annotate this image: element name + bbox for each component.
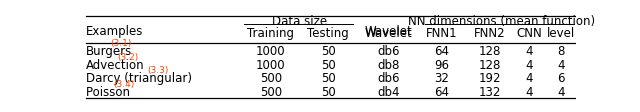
- Text: db4: db4: [377, 85, 400, 98]
- Text: 132: 132: [479, 85, 501, 98]
- Text: Advection: Advection: [86, 58, 145, 71]
- Text: (3.4): (3.4): [113, 79, 134, 88]
- Text: db8: db8: [378, 58, 400, 71]
- Text: 50: 50: [321, 58, 335, 71]
- Text: 4: 4: [525, 44, 532, 57]
- Text: 6: 6: [557, 71, 565, 84]
- Text: 1000: 1000: [256, 44, 286, 57]
- Text: 500: 500: [260, 71, 282, 84]
- Text: Wavelet: Wavelet: [365, 26, 412, 39]
- Text: 1000: 1000: [256, 58, 286, 71]
- Text: 50: 50: [321, 71, 335, 84]
- Text: 500: 500: [260, 85, 282, 98]
- Text: db6: db6: [377, 71, 400, 84]
- Text: (3.2): (3.2): [116, 53, 138, 61]
- Text: 50: 50: [321, 85, 335, 98]
- Text: 64: 64: [435, 44, 449, 57]
- Text: NN dimensions (mean function): NN dimensions (mean function): [408, 15, 595, 28]
- Text: 96: 96: [435, 58, 449, 71]
- Text: Poisson: Poisson: [86, 85, 134, 98]
- Text: 128: 128: [479, 58, 501, 71]
- Text: Data size: Data size: [272, 15, 327, 28]
- Text: 4: 4: [557, 85, 565, 98]
- Text: CNN: CNN: [516, 26, 541, 39]
- Text: 4: 4: [557, 58, 565, 71]
- Text: db6: db6: [377, 44, 400, 57]
- Text: FNN1: FNN1: [426, 26, 458, 39]
- Text: 50: 50: [321, 44, 335, 57]
- Text: (3.1): (3.1): [110, 39, 131, 48]
- Text: Wavelet: Wavelet: [365, 25, 412, 38]
- Text: 4: 4: [525, 71, 532, 84]
- Text: (3.3): (3.3): [148, 66, 169, 74]
- Text: 32: 32: [435, 71, 449, 84]
- Text: Testing: Testing: [307, 26, 349, 39]
- Text: Burgers: Burgers: [86, 44, 132, 57]
- Text: Darcy (triangular): Darcy (triangular): [86, 71, 192, 84]
- Text: Training: Training: [248, 26, 294, 39]
- Text: 192: 192: [479, 71, 501, 84]
- Text: 64: 64: [435, 85, 449, 98]
- Text: level: level: [547, 26, 575, 39]
- Text: Examples: Examples: [86, 25, 143, 38]
- Text: 4: 4: [525, 85, 532, 98]
- Text: FNN2: FNN2: [474, 26, 506, 39]
- Text: 128: 128: [479, 44, 501, 57]
- Text: 8: 8: [557, 44, 565, 57]
- Text: 4: 4: [525, 58, 532, 71]
